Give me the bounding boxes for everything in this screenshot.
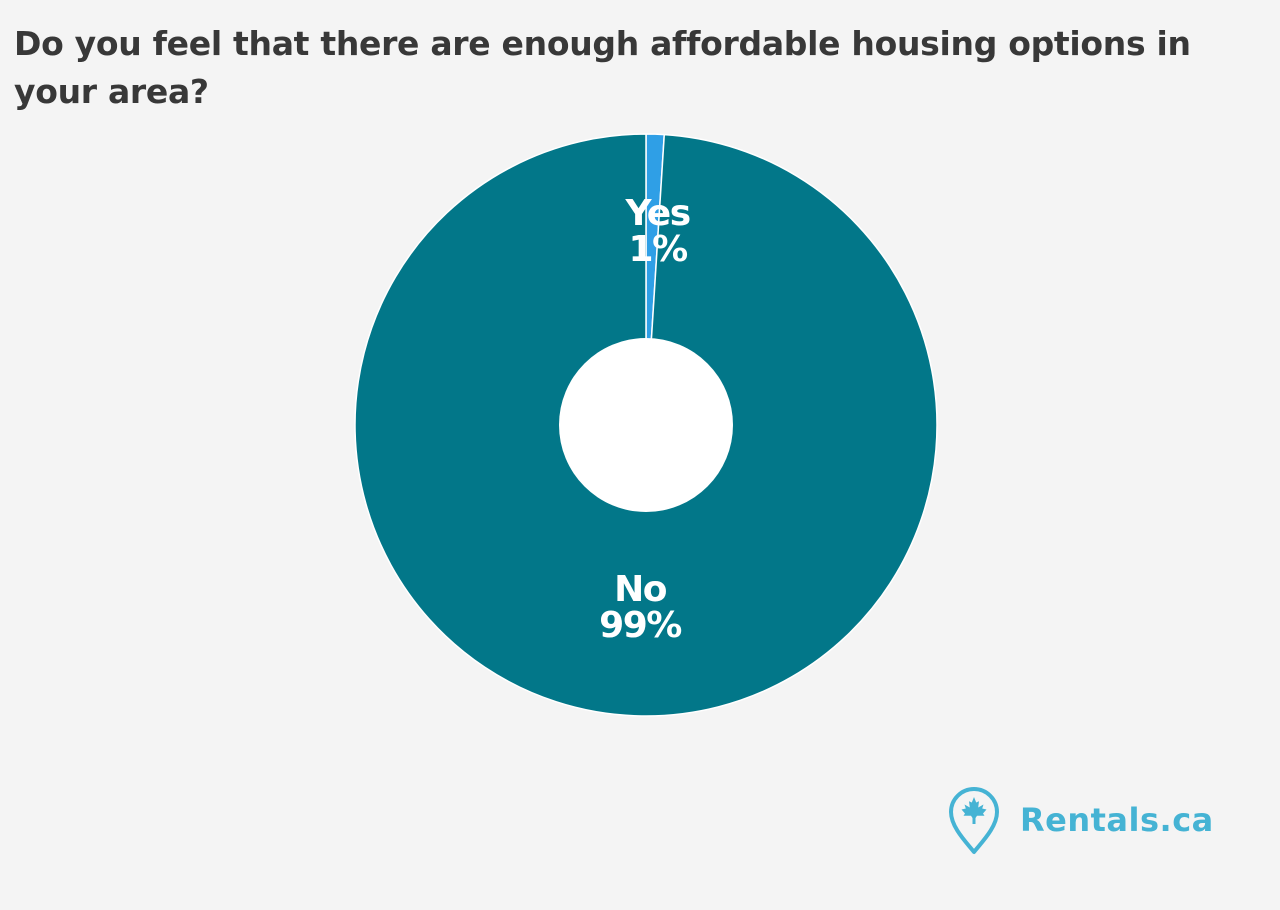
slice-labels: Yes 1% No 99% (599, 193, 691, 646)
map-pin-maple-leaf-icon (949, 787, 999, 854)
rentals-logo[interactable]: Rentals.ca (948, 786, 1214, 856)
donut-hole (559, 338, 733, 512)
slice-value-label: 99% (599, 605, 681, 646)
slice-category-label: No (614, 569, 667, 610)
logo-text: Rentals.ca (1020, 801, 1214, 839)
chart-title: Do you feel that there are enough afford… (14, 24, 1191, 111)
slice-label-no: No 99% (599, 569, 681, 646)
slice-value-label: 1% (629, 229, 688, 270)
slice-label-yes: Yes 1% (625, 193, 690, 270)
slice-category-label: Yes (625, 193, 690, 234)
